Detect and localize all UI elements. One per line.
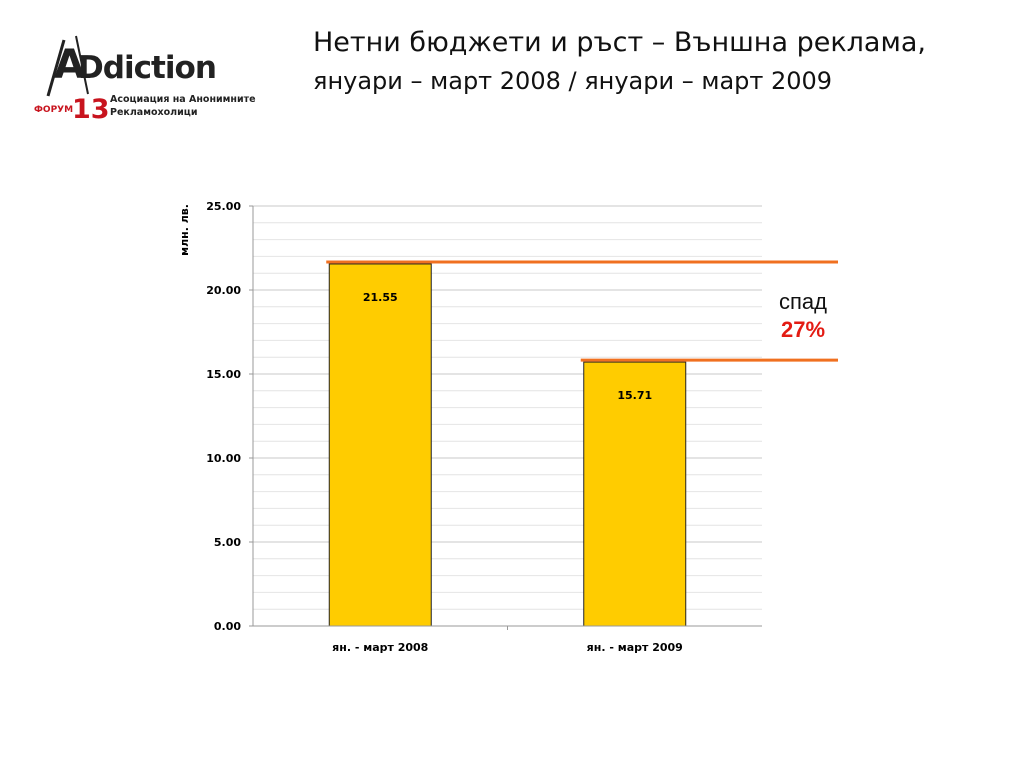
data-label: 21.55 (363, 291, 398, 304)
bars-layer: 21.55 15.71 (328, 263, 687, 627)
logo-number: 13 (72, 94, 110, 125)
x-tick-label: ян. - март 2008 (332, 641, 428, 654)
page-title: Нетни бюджети и ръст – Външна реклама, я… (313, 24, 933, 100)
axis-layer: 0.00 5.00 10.00 15.00 20.00 25.00 ян. - март 2… (206, 200, 762, 654)
logo-org-line1: Асоциация на Анонимните (110, 94, 256, 105)
drop-note: спад 27% (740, 288, 866, 344)
reference-lines-layer (326, 260, 838, 362)
data-label: 15.71 (617, 389, 652, 402)
title-sub: януари – март 2008 / януари – март 2009 (313, 67, 833, 95)
drop-value: 27% (780, 317, 826, 342)
logo-forum: ФОРУМ (34, 105, 73, 115)
y-tick-label: 0.00 (214, 620, 241, 633)
addiction-logo: A Ddiction ФОРУМ 13 Асоциация на Анонимн… (28, 34, 268, 126)
bar (328, 263, 432, 627)
y-tick-label: 5.00 (214, 536, 241, 549)
logo-org-line2: Рекламохолици (110, 107, 197, 118)
y-tick-label: 20.00 (206, 284, 241, 297)
title-main: Нетни бюджети и ръст – Външна реклама, (313, 27, 926, 58)
y-tick-label: 15.00 (206, 368, 241, 381)
x-tick-label: ян. - март 2009 (587, 641, 683, 654)
y-tick-label: 25.00 (206, 200, 241, 213)
y-tick-label: 10.00 (206, 452, 241, 465)
bar (583, 361, 687, 627)
y-axis-label: млн. лв. (178, 204, 191, 256)
drop-label: спад (779, 289, 827, 314)
logo-scribble-icon (46, 39, 66, 97)
logo-wordmark: Ddiction (78, 50, 216, 86)
logo-scribble-icon (75, 35, 89, 95)
